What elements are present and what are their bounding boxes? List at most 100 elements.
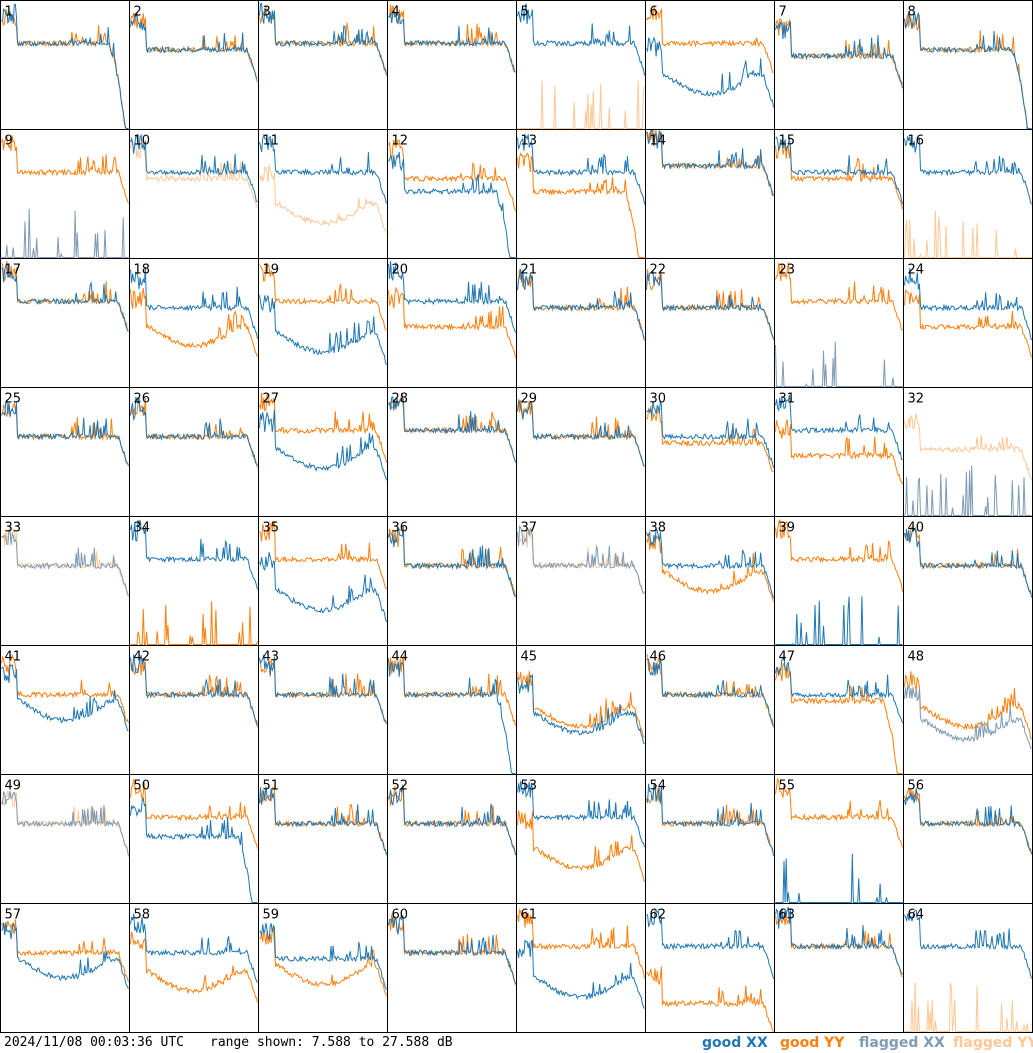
trace-xx-46 [646, 658, 774, 727]
trace-yy-24 [904, 289, 1032, 358]
panel-label: 21 [521, 263, 538, 278]
trace-xx-49 [1, 791, 129, 857]
trace-yy-30 [646, 405, 774, 473]
trace-xx-32 [904, 465, 1032, 516]
trace-yy-31 [775, 419, 903, 485]
panel-label: 38 [650, 521, 667, 536]
panel-frame [516, 516, 646, 646]
trace-xx-42 [130, 654, 258, 725]
panel-12: 12 [387, 129, 517, 259]
panel-label: 9 [5, 134, 13, 149]
panel-frame [516, 774, 646, 904]
trace-xx-16 [904, 136, 1032, 205]
panel-label: 25 [5, 392, 22, 407]
panel-label: 17 [5, 263, 22, 278]
panel-label: 34 [134, 521, 151, 536]
trace-yy-59 [259, 927, 387, 997]
panel-label: 27 [263, 392, 280, 407]
panel-8: 8 [903, 0, 1033, 130]
panel-frame [903, 258, 1033, 388]
trace-yy-34 [130, 601, 258, 645]
panel-frame [258, 516, 388, 646]
panel-frame [516, 903, 646, 1033]
trace-xx-6 [646, 36, 774, 108]
panel-label: 58 [134, 908, 151, 923]
panel-label: 41 [5, 650, 22, 665]
panel-label: 3 [263, 5, 271, 20]
panel-label: 55 [779, 779, 796, 794]
panel-label: 61 [521, 908, 538, 923]
panel-label: 35 [263, 521, 280, 536]
trace-xx-31 [775, 394, 903, 460]
panel-26: 26 [129, 387, 259, 517]
panel-frame [258, 258, 388, 388]
trace-xx-47 [775, 654, 903, 724]
trace-xx-63 [775, 906, 903, 975]
panel-label: 45 [521, 650, 538, 665]
panel-frame [0, 0, 130, 130]
panel-56: 56 [903, 774, 1033, 904]
trace-yy-18 [130, 287, 258, 358]
panel-59: 59 [258, 903, 388, 1033]
panel-label: 28 [392, 392, 409, 407]
panel-14: 14 [645, 129, 775, 259]
trace-yy-35 [259, 520, 387, 590]
panel-label: 11 [263, 134, 280, 149]
trace-xx-18 [130, 267, 258, 339]
panel-label: 12 [392, 134, 409, 149]
panel-frame [129, 387, 259, 517]
panel-label: 36 [392, 521, 409, 536]
panel-43: 43 [258, 645, 388, 775]
panel-label: 33 [5, 521, 22, 536]
panel-label: 48 [908, 650, 925, 665]
panel-label: 20 [392, 263, 409, 278]
panel-36: 36 [387, 516, 517, 646]
panel-label: 63 [779, 908, 796, 923]
panel-label: 39 [779, 521, 796, 536]
trace-yy-58 [130, 931, 258, 1003]
panel-10: 10 [129, 129, 259, 259]
trace-xx-7 [775, 21, 903, 89]
panel-label: 62 [650, 908, 667, 923]
panel-52: 52 [387, 774, 517, 904]
trace-xx-54 [646, 783, 774, 856]
trace-yy-53 [517, 810, 645, 883]
panel-11: 11 [258, 129, 388, 259]
panel-44: 44 [387, 645, 517, 775]
panel-frame [129, 645, 259, 775]
panel-frame [903, 0, 1033, 130]
panel-28: 28 [387, 387, 517, 517]
panel-frame [387, 774, 517, 904]
trace-yy-23 [775, 262, 903, 331]
panel-label: 5 [521, 5, 529, 20]
trace-xx-58 [130, 913, 258, 984]
panel-frame [387, 645, 517, 775]
trace-xx-2 [130, 12, 258, 79]
trace-yy-50 [130, 779, 258, 849]
legend-good-yy: good YY [780, 1035, 845, 1051]
panel-15: 15 [774, 129, 904, 259]
trace-xx-36 [388, 526, 516, 598]
trace-xx-26 [130, 396, 258, 466]
trace-yy-9 [1, 135, 129, 204]
panel-frame [0, 903, 130, 1033]
panel-frame [774, 903, 904, 1033]
panel-frame [645, 774, 775, 904]
trace-yy-12 [388, 139, 516, 212]
panel-frame [0, 129, 130, 259]
panel-label: 40 [908, 521, 925, 536]
panel-50: 50 [129, 774, 259, 904]
trace-xx-55 [775, 853, 903, 903]
panel-frame [645, 903, 775, 1033]
panel-frame [516, 129, 646, 259]
panel-61: 61 [516, 903, 646, 1033]
legend-good-xx: good XX [702, 1035, 768, 1051]
panel-22: 22 [645, 258, 775, 388]
trace-xx-44 [388, 658, 516, 774]
trace-yy-27 [259, 392, 387, 463]
trace-xx-23 [775, 341, 903, 387]
panel-frame [0, 258, 130, 388]
trace-xx-62 [646, 908, 774, 980]
panel-frame [0, 516, 130, 646]
panel-frame [774, 774, 904, 904]
